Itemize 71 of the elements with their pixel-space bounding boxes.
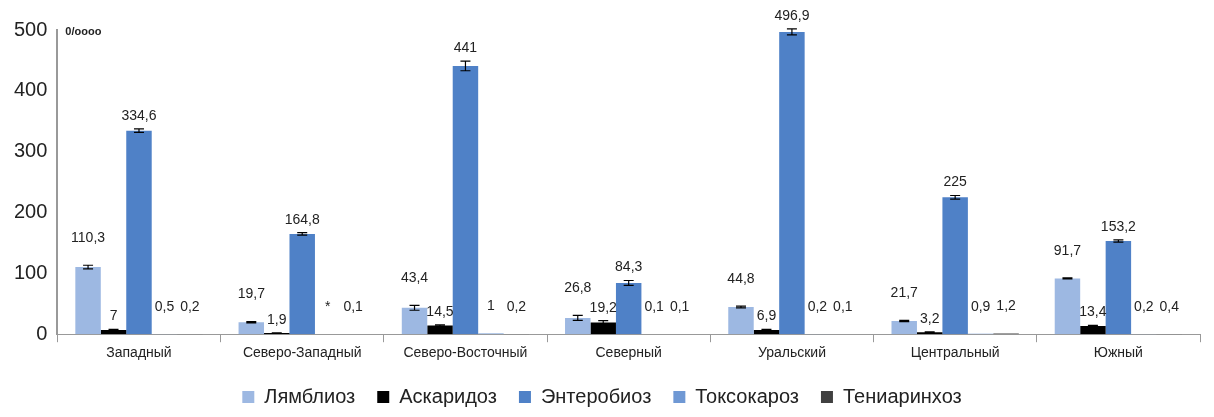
- data-label: 19,7: [237, 285, 266, 302]
- data-label: 0,1: [644, 298, 665, 314]
- bar: [1080, 326, 1106, 335]
- bar: [401, 307, 428, 335]
- data-label: 164,8: [284, 210, 320, 227]
- data-label: 0,2: [506, 297, 527, 314]
- data-label: 91,7: [1053, 241, 1082, 258]
- x-tick-label: Северный: [595, 344, 662, 361]
- data-label: 153,2: [1100, 217, 1137, 234]
- y-tick-label: 0: [36, 321, 48, 344]
- x-tick-label: Северо-Восточный: [403, 344, 528, 361]
- data-label: 1,9: [267, 310, 287, 327]
- data-label: 1: [487, 297, 496, 314]
- bar: [238, 322, 265, 335]
- data-label: 0,1: [833, 298, 853, 314]
- y-tick-label: 200: [13, 200, 48, 223]
- data-label: 0,1: [669, 298, 690, 314]
- bar: [615, 282, 642, 335]
- data-label: 110,3: [71, 229, 106, 246]
- x-tick-label: Центральный: [910, 344, 1000, 361]
- data-label: 1,2: [996, 297, 1017, 314]
- x-tick-label: Южный: [1093, 344, 1143, 361]
- data-label: 3,2: [919, 309, 940, 326]
- bar: [779, 31, 805, 335]
- data-label: 0,1: [343, 298, 364, 314]
- data-label: 7: [109, 307, 118, 324]
- data-label: 441: [453, 38, 478, 55]
- bar: [942, 197, 968, 335]
- bar: [891, 321, 917, 335]
- legend-label: Лямблиоз: [264, 384, 356, 407]
- bar: [1054, 278, 1081, 335]
- bar: [452, 65, 479, 335]
- data-label: 0,9: [970, 297, 991, 314]
- legend-label: Энтеробиоз: [540, 384, 652, 407]
- data-label: 0,4: [1159, 297, 1180, 314]
- data-label: 84,3: [615, 258, 643, 275]
- bar: [427, 325, 453, 335]
- data-label: 44,8: [727, 269, 755, 286]
- bar: [289, 233, 315, 335]
- legend-label: Аскаридоз: [399, 384, 497, 407]
- data-label: 43,4: [400, 269, 429, 286]
- legend-label: Токсокароз: [695, 384, 799, 407]
- data-label: 225: [943, 173, 968, 190]
- y-axis-title: 0/oooo: [65, 25, 102, 38]
- bar: [590, 322, 616, 335]
- y-tick-label: 500: [13, 17, 48, 40]
- bar: [126, 130, 152, 335]
- data-label: 0,5: [154, 297, 175, 314]
- x-tick-label: Уральский: [757, 344, 826, 361]
- data-label: 21,7: [890, 284, 919, 301]
- data-label: 13,4: [1079, 303, 1107, 320]
- x-tick-label: Северо-Западный: [242, 344, 362, 361]
- data-label: 334,6: [121, 106, 157, 123]
- data-label: 26,8: [564, 279, 592, 296]
- bar: [75, 267, 101, 335]
- text: *: [324, 298, 331, 315]
- y-tick-label: 400: [13, 78, 48, 101]
- data-label: 6,9: [756, 307, 777, 324]
- bar: [1105, 240, 1132, 335]
- bar: [565, 317, 591, 335]
- data-label: 14,5: [426, 302, 454, 319]
- x-tick-label: Западный: [106, 344, 172, 361]
- data-label: 19,2: [589, 298, 618, 315]
- y-tick-label: 100: [13, 260, 48, 283]
- data-label: 496,9: [774, 6, 810, 23]
- data-label: 0,2: [180, 297, 200, 314]
- bar: [728, 306, 754, 335]
- legend-label: Тениаринхоз: [842, 384, 962, 407]
- data-label: 0,2: [807, 297, 828, 314]
- y-tick-label: 300: [13, 139, 48, 162]
- data-label: 0,2: [1134, 297, 1154, 314]
